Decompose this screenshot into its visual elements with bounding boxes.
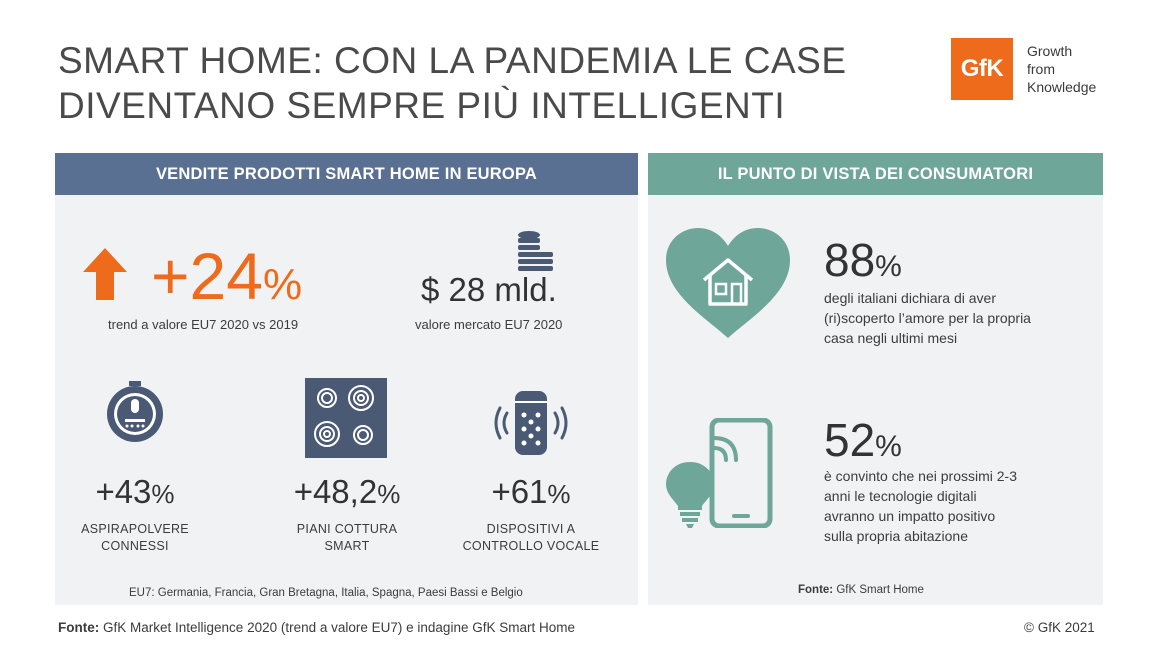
footer-source-text: GfK Market Intelligence 2020 (trend a va… [99,620,575,635]
stat-cooktop-unit: % [377,479,401,509]
stat-52-desc-line-2: anni le tecnologie digitali [824,488,977,504]
smart-speaker-icon [494,391,568,455]
stat-88-desc-line-1: degli italiani dichiara di aver [824,290,996,306]
stat-speaker-value: +61% [471,473,591,511]
stat-88-value: 88% [824,235,902,292]
logo-tagline: Growth from Knowledge [1027,42,1096,96]
stat-cooktop-label-line-2: SMART [324,539,370,553]
tagline-line-2: from [1027,61,1055,77]
trend-unit: % [262,260,303,309]
tagline-line-3: Knowledge [1027,79,1097,95]
stat-vacuum-label-line-2: CONNESSI [101,539,169,553]
stat-speaker-label: DISPOSITIVI A CONTROLLO VOCALE [451,521,611,555]
sales-panel: VENDITE PRODOTTI SMART HOME IN EUROPA +2… [55,153,638,605]
stat-vacuum-label-line-1: ASPIRAPOLVERE [81,522,189,536]
stat-52-desc-line-3: avranno un impatto positivo [824,508,996,524]
trend-caption: trend a valore EU7 2020 vs 2019 [108,317,299,332]
stat-speaker-label-line-1: DISPOSITIVI A [486,522,576,536]
stat-speaker-number: +61 [491,473,548,510]
consumers-source: Fonte: GfK Smart Home [798,584,924,596]
consumers-panel: IL PUNTO DI VISTA DEI CONSUMATORI 88% de… [648,153,1103,605]
stat-88-unit: % [875,250,902,283]
title-line-2: DIVENTANO SEMPRE PIÙ INTELLIGENTI [58,85,786,126]
tagline-line-1: Growth [1027,43,1073,59]
eu7-note: EU7: Germania, Francia, Gran Bretagna, I… [129,587,523,599]
stat-speaker-unit: % [547,479,571,509]
footer-source-label: Fonte: [58,620,100,635]
stat-52-number: 52 [824,414,876,466]
sales-panel-header: VENDITE PRODOTTI SMART HOME IN EUROPA [55,153,638,195]
stat-cooktop-label-line-1: PIANI COTTURA [296,522,398,536]
stat-cooktop-value: +48,2% [267,473,427,511]
stat-88-number: 88 [824,234,876,286]
stat-52-desc: è convinto che nei prossimi 2-3 anni le … [824,466,1017,546]
stat-vacuum-label: ASPIRAPOLVERE CONNESSI [70,521,200,555]
stat-vacuum-number: +43 [95,473,152,510]
market-value: $ 28 mld. [421,271,557,308]
stat-88-desc-line-2: (ri)scoperto l’amore per la propria [824,310,1031,326]
trend-number: +24 [151,239,263,313]
page-title: SMART HOME: CON LA PANDEMIA LE CASE DIVE… [58,38,847,128]
stat-speaker-label-line-2: CONTROLLO VOCALE [462,539,600,553]
consumers-source-label: Fonte: [798,584,834,596]
stat-cooktop-number: +48,2 [293,473,378,510]
stat-52-value: 52% [824,415,902,472]
robot-vacuum-icon [107,381,163,442]
stat-vacuum-unit: % [151,479,175,509]
trend-value: +24% [151,243,302,318]
arrow-up-icon [83,248,127,300]
title-line-1: SMART HOME: CON LA PANDEMIA LE CASE [58,40,847,81]
stat-52-unit: % [875,430,902,463]
smartphone-bulb-icon [666,418,773,528]
stat-88-desc: degli italiani dichiara di aver (ri)scop… [824,288,1031,348]
copyright: © GfK 2021 [1024,620,1095,635]
coins-icon [518,231,553,271]
gfk-logo: GfK [951,38,1013,100]
consumers-source-text: GfK Smart Home [833,584,924,596]
stat-52-desc-line-4: sulla propria abitazione [824,528,968,544]
cooktop-icon [305,378,387,458]
market-caption: valore mercato EU7 2020 [415,317,563,332]
heart-house-icon [666,228,790,338]
stat-52-desc-line-1: è convinto che nei prossimi 2-3 [824,468,1017,484]
footer-source: Fonte: GfK Market Intelligence 2020 (tre… [58,620,575,635]
stat-vacuum-value: +43% [75,473,195,511]
stat-cooktop-label: PIANI COTTURA SMART [277,521,417,555]
stat-88-desc-line-3: casa negli ultimi mesi [824,330,958,346]
consumers-panel-header: IL PUNTO DI VISTA DEI CONSUMATORI [648,153,1103,195]
